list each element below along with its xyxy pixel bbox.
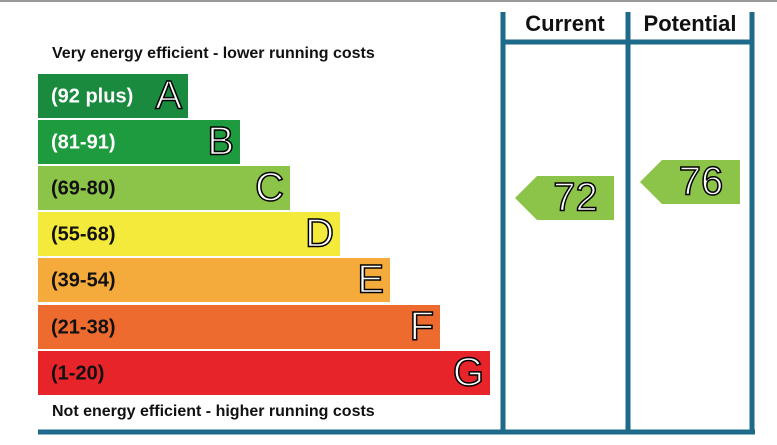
band-letter: E xyxy=(357,258,384,302)
band-bar xyxy=(38,351,490,395)
band-letter: F xyxy=(410,305,434,349)
bottom-note: Not energy efficient - higher running co… xyxy=(52,403,375,420)
band-range: (92 plus) xyxy=(51,85,133,107)
rating-arrow xyxy=(640,160,740,204)
band-letter: C xyxy=(255,166,284,210)
band-bar xyxy=(38,166,290,210)
band-letter: D xyxy=(305,212,334,256)
band-range: (69-80) xyxy=(51,177,115,199)
band-range: (39-54) xyxy=(51,269,115,291)
band-range: (21-38) xyxy=(51,316,115,338)
band-bar xyxy=(38,212,340,256)
top-note: Very energy efficient - lower running co… xyxy=(52,45,375,62)
band-bar xyxy=(38,305,440,349)
band-range: (55-68) xyxy=(51,223,115,245)
band-letter: B xyxy=(207,120,234,164)
potential-header: Potential xyxy=(644,11,737,36)
band-bar xyxy=(38,120,240,164)
band-range: (1-20) xyxy=(51,362,104,384)
band-range: (81-91) xyxy=(51,131,115,153)
band-letter: A xyxy=(155,74,182,118)
band-letter: G xyxy=(453,351,484,395)
rating-value: 72 xyxy=(553,176,598,220)
rating-arrow xyxy=(515,176,614,220)
current-header: Current xyxy=(525,11,605,36)
band-bar xyxy=(38,74,188,118)
rating-value: 76 xyxy=(679,160,724,204)
band-bar xyxy=(38,258,390,302)
